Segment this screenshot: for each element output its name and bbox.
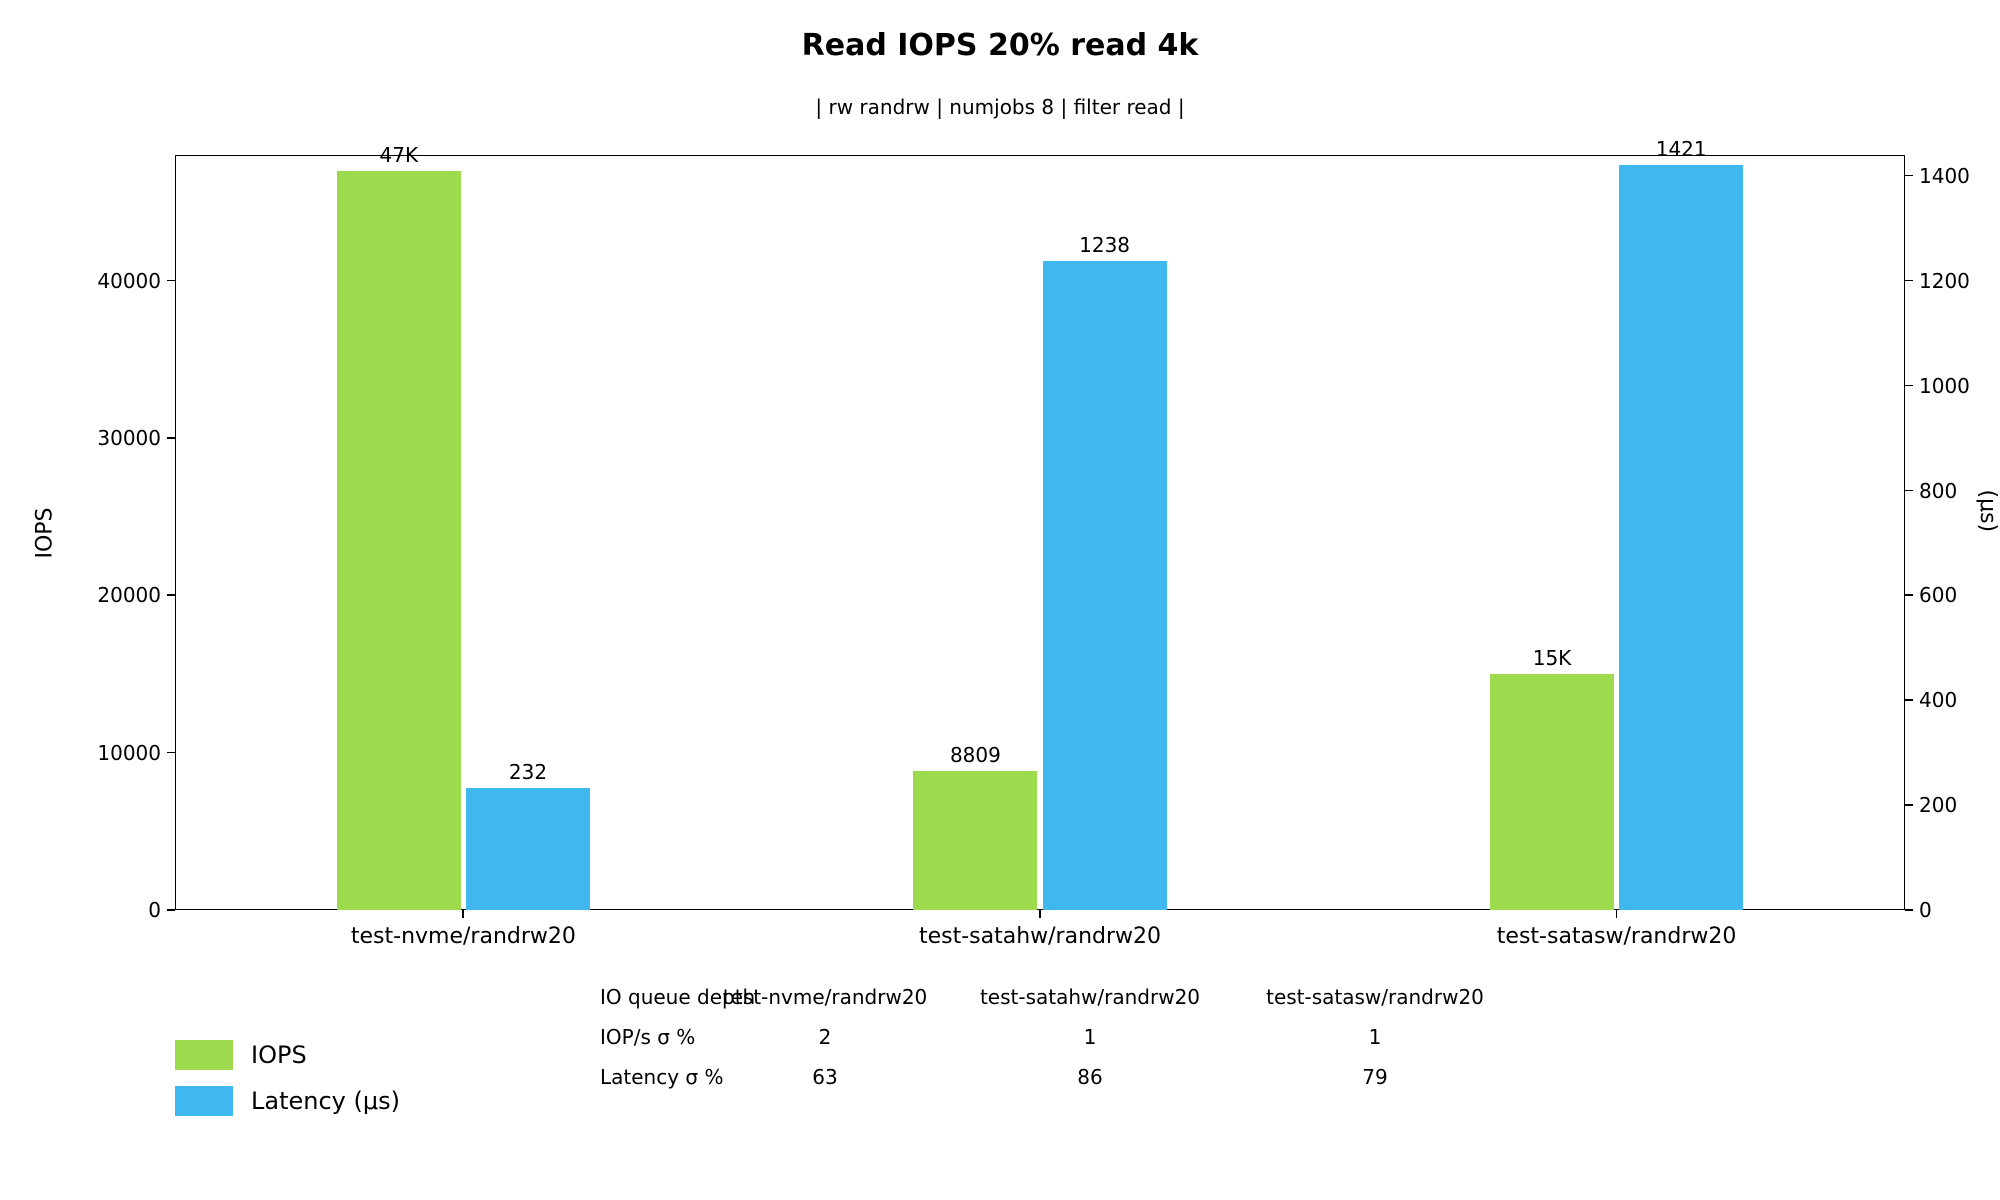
x-tick-label: test-satahw/randrw20 <box>919 924 1161 949</box>
bar-value-label: 47K <box>380 143 419 167</box>
summary-cell: test-nvme/randrw20 <box>723 985 928 1009</box>
y-right-tick-mark <box>1905 909 1913 911</box>
legend-label: IOPS <box>251 1041 307 1069</box>
y-right-axis-label: Latency (μs) <box>1975 489 2000 576</box>
y-left-tick-label: 20000 <box>97 583 161 607</box>
summary-cell: test-satahw/randrw20 <box>980 985 1200 1009</box>
summary-cell: 1 <box>1084 1025 1097 1049</box>
x-tick-mark <box>1616 910 1618 918</box>
y-left-tick-label: 10000 <box>97 741 161 765</box>
bar-value-label: 1421 <box>1656 137 1707 161</box>
summary-cell: 63 <box>812 1065 837 1089</box>
x-tick-label: test-nvme/randrw20 <box>351 924 576 949</box>
y-right-tick-label: 1200 <box>1919 269 1970 293</box>
y-right-tick-mark <box>1905 175 1913 177</box>
latency-bar <box>1043 261 1167 910</box>
summary-cell: 86 <box>1077 1065 1102 1089</box>
chart-title: Read IOPS 20% read 4k <box>0 28 2000 63</box>
summary-cell: 2 <box>819 1025 832 1049</box>
y-left-tick-label: 0 <box>148 898 161 922</box>
y-left-tick-mark <box>167 752 175 754</box>
legend: IOPS Latency (μs) <box>175 1040 400 1132</box>
legend-swatch <box>175 1040 233 1070</box>
bar-value-label: 1238 <box>1079 233 1130 257</box>
legend-label: Latency (μs) <box>251 1087 400 1115</box>
y-right-tick-label: 600 <box>1919 583 1957 607</box>
bar-value-label: 8809 <box>950 743 1001 767</box>
legend-swatch <box>175 1086 233 1116</box>
y-left-tick-label: 40000 <box>97 269 161 293</box>
legend-item: IOPS <box>175 1040 400 1070</box>
bar-value-label: 15K <box>1533 646 1572 670</box>
y-right-tick-mark <box>1905 804 1913 806</box>
chart-subtitle: | rw randrw | numjobs 8 | filter read | <box>0 95 2000 119</box>
y-right-tick-label: 0 <box>1919 898 1932 922</box>
bar-value-label: 232 <box>509 760 547 784</box>
iops-bar <box>337 171 461 910</box>
summary-cell: 79 <box>1362 1065 1387 1089</box>
y-right-tick-label: 1400 <box>1919 164 1970 188</box>
x-tick-mark <box>462 910 464 918</box>
y-left-axis-label: IOPS <box>33 507 58 558</box>
summary-cell: 1 <box>1369 1025 1382 1049</box>
latency-bar <box>1619 165 1743 910</box>
y-right-tick-mark <box>1905 490 1913 492</box>
y-right-tick-mark <box>1905 385 1913 387</box>
y-left-tick-mark <box>167 280 175 282</box>
summary-row-label: IOP/s σ % <box>600 1025 695 1049</box>
y-right-tick-label: 800 <box>1919 479 1957 503</box>
summary-row-label: Latency σ % <box>600 1065 723 1089</box>
y-right-tick-label: 200 <box>1919 793 1957 817</box>
latency-bar <box>466 788 590 910</box>
iops-bar <box>913 771 1037 910</box>
y-right-tick-mark <box>1905 699 1913 701</box>
y-right-tick-mark <box>1905 280 1913 282</box>
legend-item: Latency (μs) <box>175 1086 400 1116</box>
y-left-tick-mark <box>167 909 175 911</box>
y-right-tick-label: 400 <box>1919 688 1957 712</box>
x-tick-label: test-satasw/randrw20 <box>1497 924 1737 949</box>
iops-bar <box>1490 674 1614 910</box>
y-right-tick-mark <box>1905 594 1913 596</box>
y-right-tick-label: 1000 <box>1919 374 1970 398</box>
summary-cell: test-satasw/randrw20 <box>1266 985 1484 1009</box>
y-left-tick-mark <box>167 594 175 596</box>
y-left-tick-mark <box>167 437 175 439</box>
x-tick-mark <box>1039 910 1041 918</box>
y-left-tick-label: 30000 <box>97 426 161 450</box>
